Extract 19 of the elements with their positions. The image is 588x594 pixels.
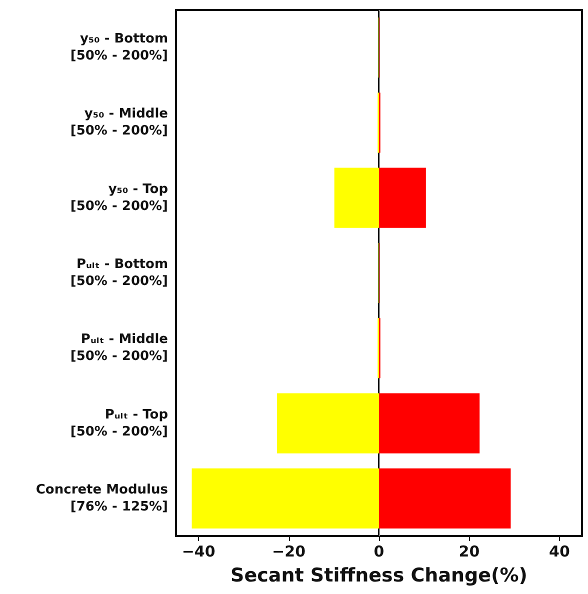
x-tick-label: 40 xyxy=(549,542,570,560)
y-tick-label: Pᵤₗₜ - Top [50% - 200%] xyxy=(70,407,168,440)
bar xyxy=(192,468,379,528)
x-tick-label: 0 xyxy=(374,542,384,560)
x-tick-label: −40 xyxy=(182,542,216,560)
y-tick-label: Pᵤₗₜ - Middle [50% - 200%] xyxy=(70,332,168,364)
bar xyxy=(277,393,379,454)
y-tick-label: y₅₀ - Middle [50% - 200%] xyxy=(70,106,168,139)
bar xyxy=(379,393,480,454)
bar xyxy=(379,168,426,228)
x-axis-title: Secant Stiffness Change(%) xyxy=(230,564,528,586)
y-tick-label: Pᵤₗₜ - Bottom [50% - 200%] xyxy=(70,257,168,289)
y-tick-label: Concrete Modulus [76% - 125%] xyxy=(36,482,168,514)
x-tick-label: −20 xyxy=(272,542,306,560)
bar xyxy=(334,168,379,228)
bar xyxy=(379,468,511,528)
x-tick-label: 20 xyxy=(458,542,480,560)
y-tick-label: y₅₀ - Top [50% - 200%] xyxy=(70,182,168,214)
y-tick-label: y₅₀ - Bottom [50% - 200%] xyxy=(70,32,168,64)
